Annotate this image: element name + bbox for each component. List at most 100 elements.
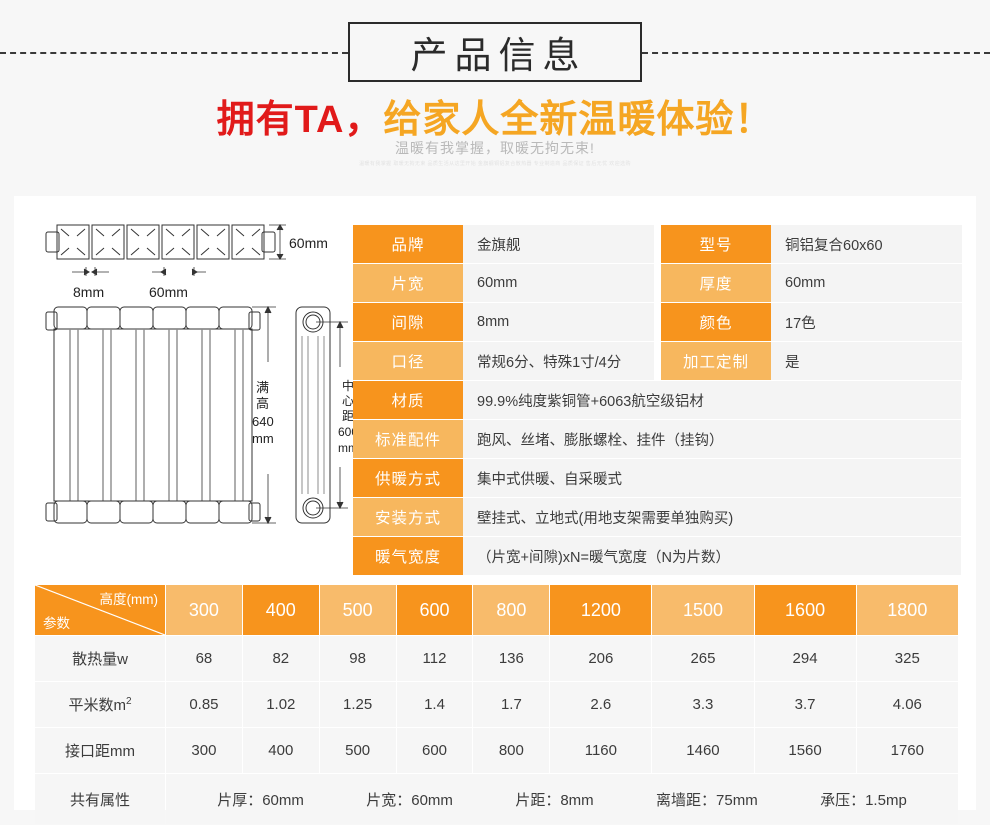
table-header-cell: 1600: [754, 585, 856, 635]
common-attributes-row: 共有属性 片厚：60mm 片宽：60mm 片距：8mm 离墙距：75mm 承压：1.5mp: [35, 774, 958, 824]
spec-value: 99.9%纯度紫铜管+6063航空级铝材: [463, 381, 961, 419]
header-rule-left: [0, 52, 348, 54]
table-cell: 68: [166, 636, 242, 681]
spec-label: 标准配件: [353, 420, 463, 458]
page-header: 产品信息 拥有TA，给家人全新温暖体验！ 温暖有我掌握，取暖无拘无束! 温暖有我…: [0, 0, 990, 180]
table-cell: 1160: [550, 728, 652, 773]
table-row: 散热量w 68 82 98 112 136 206 265 294 325: [35, 636, 958, 681]
row-label: 接口距mm: [35, 728, 165, 773]
table-row: 平米数m2 0.85 1.02 1.25 1.4 1.7 2.6 3.3 3.7 4.06: [35, 682, 958, 727]
row-label-superscript: 2: [125, 696, 132, 707]
table-cell: 3.3: [652, 682, 754, 727]
table-header-cell: 1500: [652, 585, 754, 635]
spec-value: 壁挂式、立地式(用地支架需要单独购买): [463, 498, 961, 536]
headline: 拥有TA，给家人全新温暖体验！: [0, 88, 990, 143]
common-attributes-label: 共有属性: [35, 774, 165, 824]
spec-row: 安装方式 壁挂式、立地式(用地支架需要单独购买): [353, 498, 961, 536]
spec-label: 品牌: [353, 225, 463, 263]
height-parameter-body: 高度(mm) 参数 300 400 500 600 800 1200 1500 1600 1800 散…: [35, 585, 958, 824]
dim-gap: 8mm: [73, 284, 104, 300]
spec-row: 标准配件 跑风、丝堵、膨胀螺栓、挂件（挂钩）: [353, 420, 961, 458]
common-attribute-item: 片宽：60mm: [366, 791, 453, 809]
common-attributes-values: 片厚：60mm 片宽：60mm 片距：8mm 离墙距：75mm 承压：1.5mp: [166, 774, 958, 824]
spec-value: 17色: [771, 303, 962, 341]
page-title: 产品信息: [410, 35, 587, 76]
table-cell: 325: [856, 636, 958, 681]
spec-label: 间隙: [353, 303, 463, 341]
table-header-cell: 500: [319, 585, 396, 635]
spec-gap: [654, 303, 661, 341]
row-label: 散热量w: [35, 636, 165, 681]
table-cell: 1460: [652, 728, 754, 773]
dim-full-h-1: 满: [256, 380, 269, 395]
table-cell: 265: [652, 636, 754, 681]
common-attribute-item: 片距：8mm: [515, 791, 594, 809]
front-view: [45, 306, 261, 524]
table-header-cell: 800: [473, 585, 550, 635]
common-attribute-item: 片厚：60mm: [217, 791, 304, 809]
spec-gap: [654, 264, 661, 302]
spec-row: 间隙 8mm 颜色 17色: [353, 303, 962, 341]
page-title-box: 产品信息: [348, 22, 642, 82]
header-rule-right: [642, 52, 990, 54]
spec-value: 60mm: [771, 264, 962, 302]
spec-value: （片宽+间隙)xN=暖气宽度（N为片数）: [463, 537, 961, 575]
table-header-cell: 300: [166, 585, 242, 635]
dim-center-4: 600: [338, 425, 354, 439]
table-cell: 112: [396, 636, 473, 681]
spec-row: 供暖方式 集中式供暖、自采暖式: [353, 459, 961, 497]
table-cell: 300: [166, 728, 242, 773]
spec-row: 口径 常规6分、特殊1寸/4分 加工定制是: [353, 342, 962, 380]
spec-value: 60mm: [463, 264, 654, 302]
table-cell: 1760: [856, 728, 958, 773]
table-cell: 136: [473, 636, 550, 681]
table-cell: 1.02: [242, 682, 319, 727]
spec-label: 颜色: [661, 303, 771, 341]
table-cell: 294: [754, 636, 856, 681]
corner-bottom-label: 参数: [43, 616, 70, 631]
content-card: 60mm 8mm 60mm 满 高 640 mm 中 心 距 600 mm 品牌…: [14, 196, 976, 824]
diagonal-line-icon: [35, 585, 165, 635]
spec-value: 金旗舰: [463, 225, 654, 263]
row-label-text: 平米数m: [68, 697, 126, 714]
spec-label: 安装方式: [353, 498, 463, 536]
spec-value: 是: [771, 342, 962, 380]
product-diagram: 60mm 8mm 60mm 满 高 640 mm 中 心 距 600 mm: [24, 212, 358, 560]
table-cell: 98: [319, 636, 396, 681]
corner-top-label: 高度(mm): [99, 592, 158, 607]
spec-label: 片宽: [353, 264, 463, 302]
spec-label: 型号: [661, 225, 771, 263]
spec-label: 暖气宽度: [353, 537, 463, 575]
row-label: 平米数m2: [35, 682, 165, 727]
spec-value: 跑风、丝堵、膨胀螺栓、挂件（挂钩）: [463, 420, 961, 458]
micro-text: 温暖有我掌握 取暖无拘无束 品质生活从这里开始 金旗舰铜铝复合散热器 专业制造商…: [359, 161, 631, 167]
diagram-svg: 60mm 8mm 60mm 满 高 640 mm 中 心 距 600 mm: [45, 224, 358, 525]
table-header-cell: 400: [242, 585, 319, 635]
table-cell: 2.6: [550, 682, 652, 727]
headline-red: 拥有TA，: [216, 99, 384, 141]
table-cell: 800: [473, 728, 550, 773]
dim-full-h-3: 640: [252, 414, 274, 429]
spec-value: 铜铝复合60x60: [771, 225, 962, 263]
dim-full-h-4: mm: [252, 431, 274, 446]
spec-label: 口径: [353, 342, 463, 380]
dim-top-height: 60mm: [289, 235, 328, 251]
table-header-cell: 1200: [550, 585, 652, 635]
spec-value: 集中式供暖、自采暖式: [463, 459, 961, 497]
spec-label: 厚度: [661, 264, 771, 302]
spec-label: 加工定制: [661, 342, 771, 380]
side-view: [295, 306, 331, 524]
spec-label: 材质: [353, 381, 463, 419]
table-header-row: 高度(mm) 参数 300 400 500 600 800 1200 1500 1600 1800: [35, 585, 958, 635]
specification-table: 品牌 金旗舰 型号 铜铝复合60x60 片宽 60mm 厚度 60mm 间隙 8mm 颜色 17色 口径…: [353, 225, 962, 576]
table-cell: 82: [242, 636, 319, 681]
dim-full-h-2: 高: [256, 396, 269, 411]
table-cell: 500: [319, 728, 396, 773]
spec-gap: [654, 342, 661, 380]
dim-center-2: 心: [342, 394, 354, 408]
spec-value: 8mm: [463, 303, 654, 341]
table-cell: 0.85: [166, 682, 242, 727]
subheadline: 温暖有我掌握，取暖无拘无束!: [395, 140, 595, 156]
spec-row: 暖气宽度 （片宽+间隙)xN=暖气宽度（N为片数）: [353, 537, 961, 575]
dim-width: 60mm: [149, 284, 188, 300]
